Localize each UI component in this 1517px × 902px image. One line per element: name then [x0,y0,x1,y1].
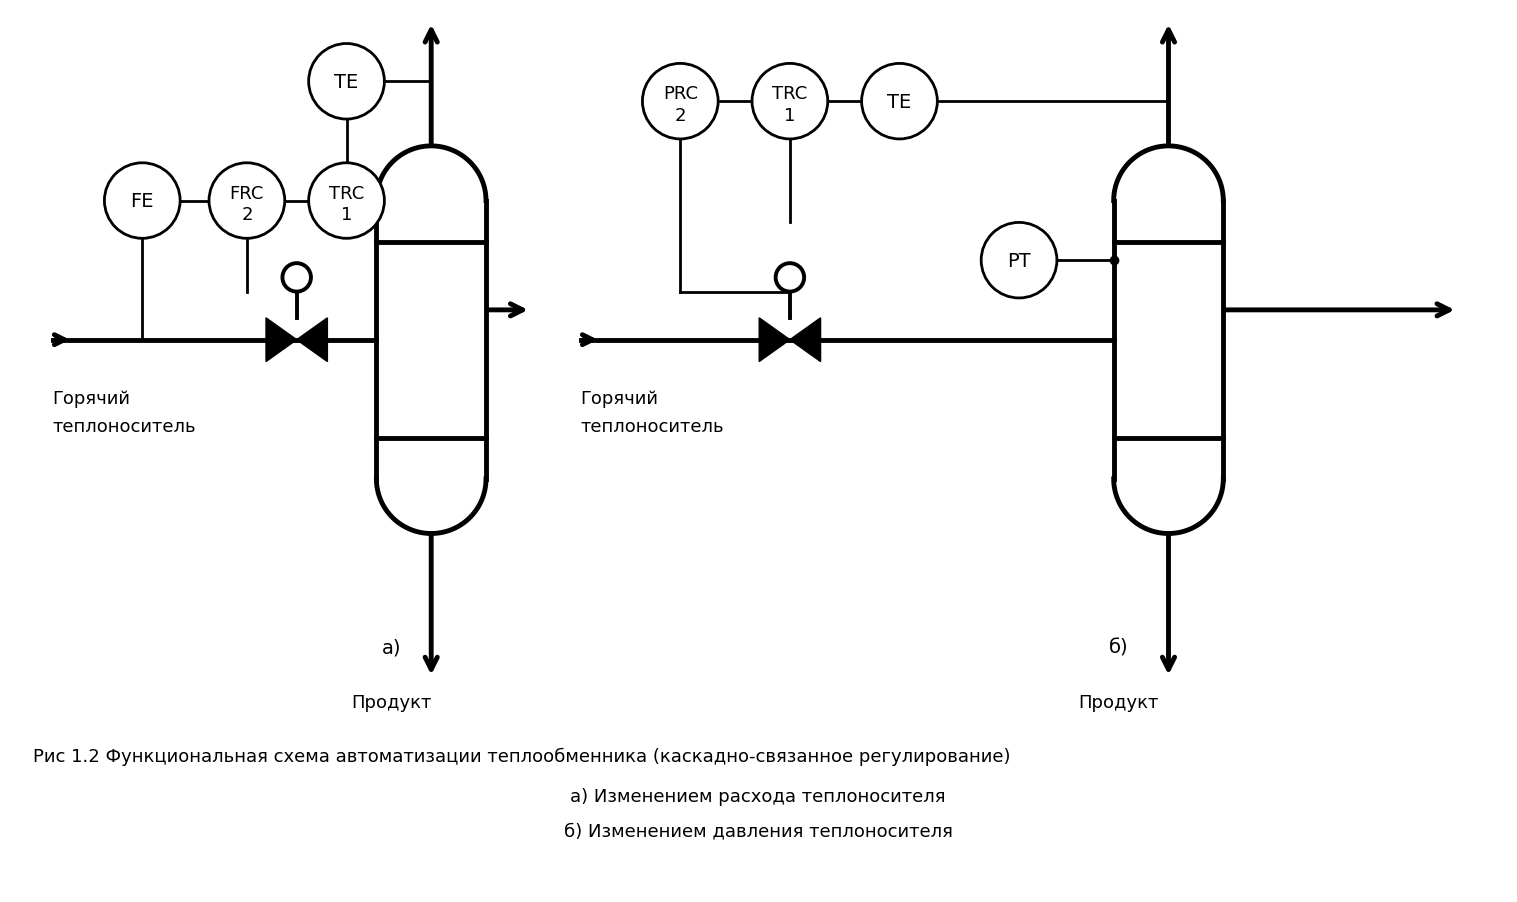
Text: Продукт: Продукт [350,693,431,711]
Circle shape [775,264,804,292]
Circle shape [752,64,828,140]
Text: теплоноситель: теплоноситель [581,418,724,436]
Text: 2: 2 [675,107,686,125]
Text: 1: 1 [784,107,795,125]
Polygon shape [265,318,297,362]
Circle shape [981,223,1057,299]
Text: Горячий: Горячий [581,390,658,408]
Text: 1: 1 [341,207,352,225]
Circle shape [642,64,718,140]
Text: б): б) [1109,638,1129,658]
Circle shape [282,264,311,292]
Circle shape [862,64,938,140]
Text: FRC: FRC [229,184,264,202]
Text: б) Изменением давления теплоносителя: б) Изменением давления теплоносителя [563,822,953,840]
Polygon shape [790,318,821,362]
Text: 2: 2 [241,207,253,225]
Text: TRC: TRC [329,184,364,202]
Circle shape [308,44,384,120]
Text: а) Изменением расхода теплоносителя: а) Изменением расхода теплоносителя [570,787,945,805]
Text: PT: PT [1007,252,1032,271]
Text: Продукт: Продукт [1079,693,1159,711]
Circle shape [105,163,181,239]
Polygon shape [297,318,328,362]
Text: TE: TE [334,73,358,92]
Circle shape [308,163,384,239]
Text: FE: FE [130,192,155,211]
Text: PRC: PRC [663,85,698,103]
Text: теплоноситель: теплоноситель [53,418,196,436]
Polygon shape [758,318,790,362]
Circle shape [209,163,285,239]
Text: Горячий: Горячий [53,390,130,408]
Text: TE: TE [887,93,912,112]
Text: а): а) [382,638,400,658]
Text: TRC: TRC [772,85,807,103]
Text: Рис 1.2 Функциональная схема автоматизации теплообменника (каскадно-связанное ре: Рис 1.2 Функциональная схема автоматизац… [33,748,1010,766]
